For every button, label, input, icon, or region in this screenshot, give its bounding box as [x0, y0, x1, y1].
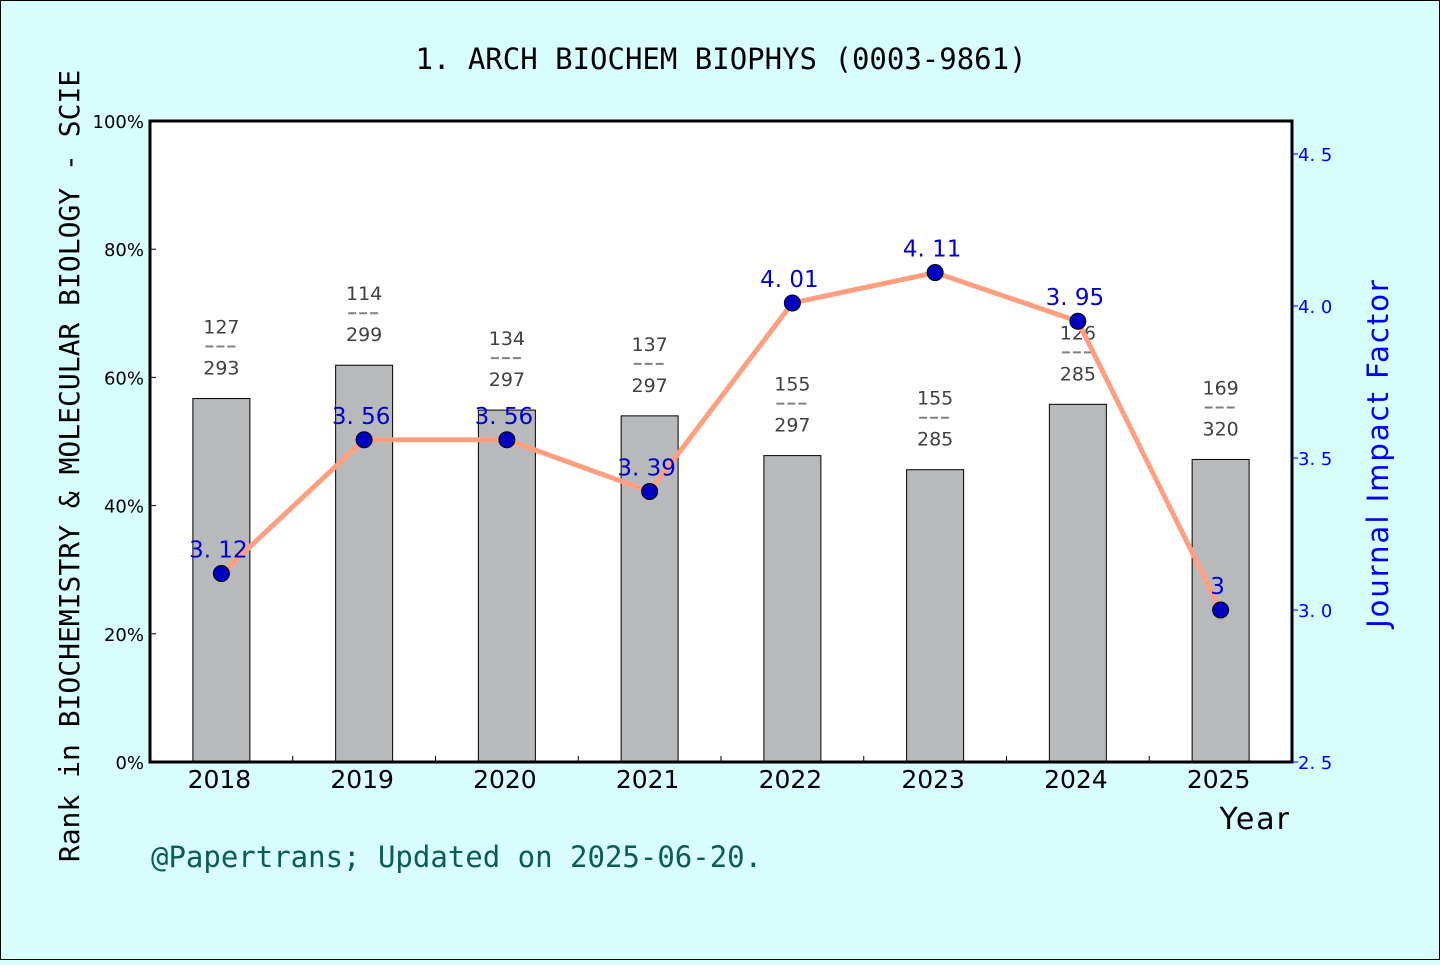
- x-tick-label-2022: 2022: [759, 765, 823, 794]
- svg-text:285: 285: [917, 429, 953, 451]
- svg-text:285: 285: [1060, 363, 1096, 385]
- impact-factor-line: [219, 270, 1223, 612]
- x-tick-label-2021: 2021: [616, 765, 680, 794]
- right-axis-ticks: 2. 5 3. 0 3. 5 4. 0 4. 5: [1292, 145, 1332, 774]
- if-value-label-2023: 4. 11: [903, 237, 962, 263]
- svg-text:134: 134: [489, 328, 525, 350]
- rank-label-2021: 137 297: [631, 334, 667, 397]
- svg-text:155: 155: [917, 388, 953, 410]
- rank-label-2020: 134 297: [489, 328, 525, 391]
- svg-text:297: 297: [631, 375, 667, 397]
- right-tick-label: 3. 5: [1298, 449, 1332, 470]
- if-value-label-2025: 3: [1210, 574, 1225, 600]
- if-marker-2025: [1212, 601, 1230, 619]
- bar-2023: [906, 469, 965, 763]
- right-tick-label: 2. 5: [1298, 753, 1332, 774]
- rank-label-2023: 155 285: [917, 388, 953, 451]
- plot-area: [150, 121, 1292, 762]
- x-tick-label-2024: 2024: [1044, 765, 1108, 794]
- if-marker-2019: [355, 431, 373, 449]
- svg-text:293: 293: [203, 358, 239, 380]
- if-value-label-2019: 3. 56: [332, 404, 391, 430]
- left-tick-label: 60%: [104, 368, 144, 389]
- x-tick-label-2020: 2020: [473, 765, 537, 794]
- if-value-label-2020: 3. 56: [475, 404, 534, 430]
- bar-2020: [477, 409, 536, 763]
- if-marker-2022: [783, 294, 801, 312]
- right-tick-label: 3. 0: [1298, 601, 1332, 622]
- bar-2022: [763, 455, 822, 763]
- impact-factor-series: 3. 12 3. 56 3. 56 3. 39 4. 01 4. 11 3. 95 3: [189, 237, 1230, 619]
- left-tick-label: 20%: [104, 625, 144, 646]
- footer-credit: @Papertrans; Updated on 2025-06-20.: [151, 840, 762, 874]
- right-tick-label: 4. 0: [1298, 297, 1332, 318]
- if-value-label-2018: 3. 12: [189, 538, 248, 564]
- rank-label-2025: 169 320: [1202, 377, 1238, 440]
- chart-title: 1. ARCH BIOCHEM BIOPHYS (0003-9861): [415, 42, 1026, 76]
- svg-text:127: 127: [203, 317, 239, 339]
- x-tick-label-2019: 2019: [330, 765, 394, 794]
- svg-text:169: 169: [1202, 377, 1238, 399]
- if-value-label-2021: 3. 39: [617, 455, 676, 481]
- bar-2025: [1191, 458, 1250, 763]
- if-marker-2024: [1069, 312, 1087, 330]
- left-tick-label: 0%: [115, 753, 144, 774]
- right-tick-label: 4. 5: [1298, 145, 1332, 166]
- svg-text:155: 155: [774, 374, 810, 396]
- right-axis-label: Journal Impact Factor: [1361, 278, 1395, 630]
- if-marker-2020: [498, 431, 516, 449]
- if-marker-2018: [212, 565, 230, 583]
- svg-text:297: 297: [774, 415, 810, 437]
- left-tick-label: 80%: [104, 240, 144, 261]
- x-axis-ticks: 2018 2019 2020 2021 2022 2023 2024 2025: [188, 756, 1251, 794]
- bar-2024: [1048, 403, 1107, 763]
- if-marker-2021: [641, 482, 659, 500]
- left-tick-label: 100%: [93, 112, 144, 133]
- svg-text:320: 320: [1202, 418, 1238, 440]
- bar-series: [192, 364, 1250, 763]
- bar-2021: [620, 415, 679, 763]
- x-tick-label-2023: 2023: [901, 765, 965, 794]
- x-tick-label-2018: 2018: [188, 765, 252, 794]
- if-marker-2023: [926, 264, 944, 282]
- rank-label-2022: 155 297: [774, 374, 810, 437]
- x-tick-label-2025: 2025: [1187, 765, 1251, 794]
- svg-text:297: 297: [489, 369, 525, 391]
- x-axis-label: Year: [1218, 802, 1291, 837]
- left-tick-label: 40%: [104, 497, 144, 518]
- if-value-label-2022: 4. 01: [760, 267, 819, 293]
- if-value-label-2024: 3. 95: [1046, 285, 1105, 311]
- left-axis-label: Rank in BIOCHEMISTRY & MOLECULAR BIOLOGY…: [53, 70, 86, 862]
- rank-label-2018: 127 293: [203, 317, 239, 380]
- svg-text:137: 137: [631, 334, 667, 356]
- svg-text:299: 299: [346, 324, 382, 346]
- left-axis-ticks: 0% 20% 40% 60% 80% 100%: [93, 112, 156, 774]
- rank-label-2019: 114 299: [346, 283, 382, 346]
- svg-text:114: 114: [346, 283, 382, 305]
